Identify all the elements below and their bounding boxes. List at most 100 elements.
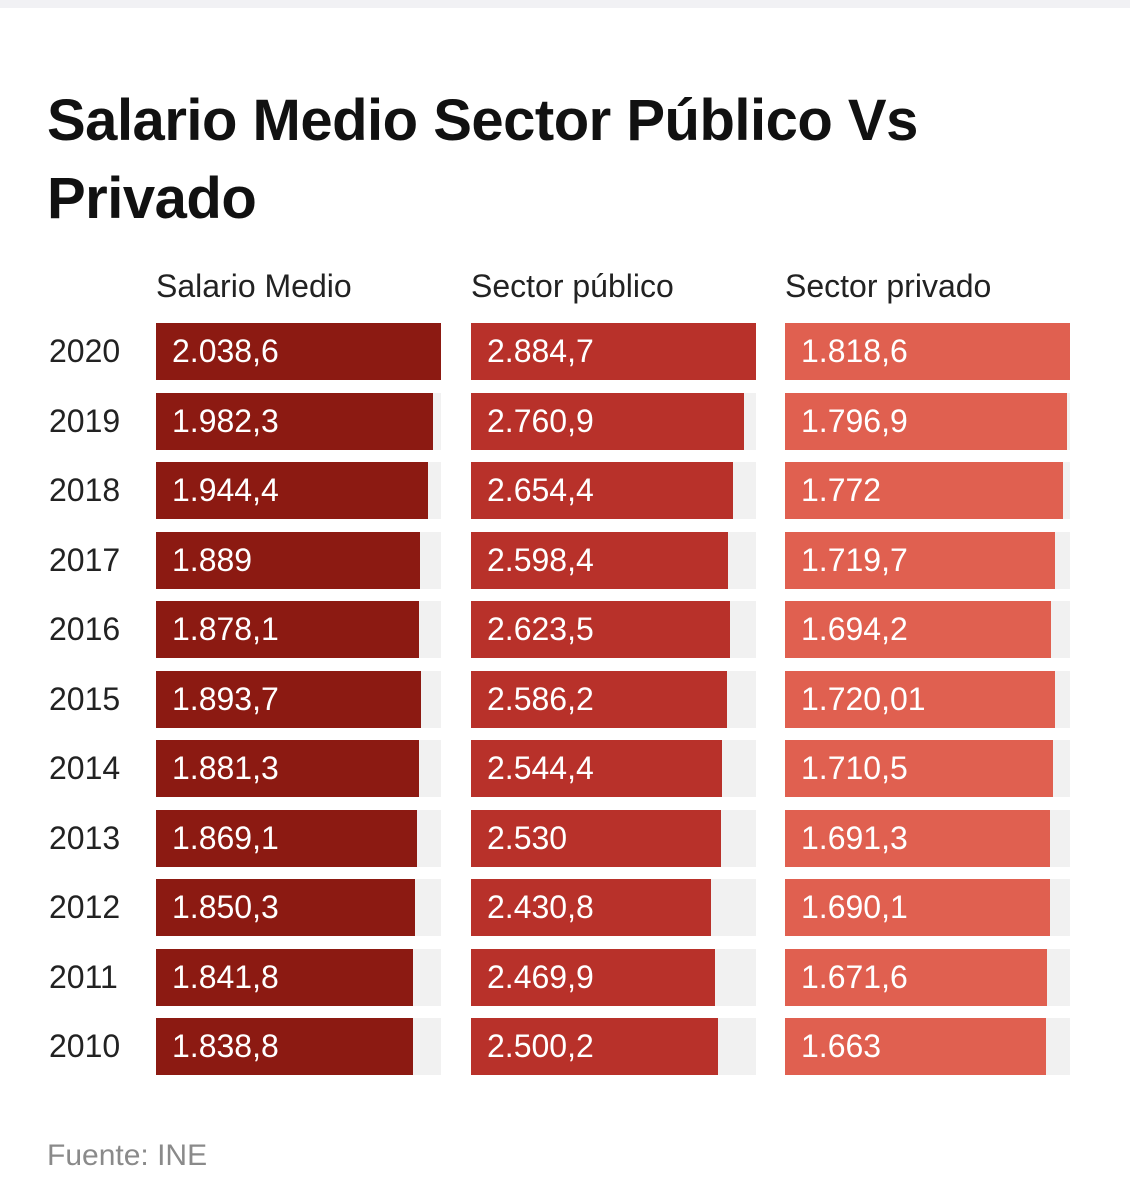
year-label: 2010	[49, 1028, 121, 1064]
bar-value-label: 1.878,1	[172, 611, 279, 647]
bar-track: 1.944,4	[156, 462, 441, 519]
bar-track: 2.760,9	[471, 393, 756, 450]
column-header-1: Sector público	[471, 268, 674, 304]
bar-0-2013: 1.869,1	[156, 810, 417, 867]
bar-track: 1.691,3	[785, 810, 1070, 867]
bar-1-2020: 2.884,7	[471, 323, 756, 380]
bar-value-label: 2.469,9	[487, 959, 594, 995]
bar-value-label: 1.893,7	[172, 681, 279, 717]
bar-track: 2.586,2	[471, 671, 756, 728]
bar-track: 2.430,8	[471, 879, 756, 936]
bar-1-2011: 2.469,9	[471, 949, 715, 1006]
bar-value-label: 2.760,9	[487, 403, 594, 439]
bar-1-2010: 2.500,2	[471, 1018, 718, 1075]
chart-title: Salario Medio Sector Público Vs Privado	[47, 88, 918, 231]
bar-0-2010: 1.838,8	[156, 1018, 413, 1075]
bar-value-label: 2.586,2	[487, 681, 594, 717]
year-label: 2011	[49, 959, 118, 995]
bar-value-label: 2.654,4	[487, 472, 594, 508]
bar-track: 1.869,1	[156, 810, 441, 867]
bar-2-2017: 1.719,7	[785, 532, 1055, 589]
bar-2-2018: 1.772	[785, 462, 1063, 519]
bar-track: 1.850,3	[156, 879, 441, 936]
bar-track: 2.038,6	[156, 323, 441, 380]
bar-value-label: 1.841,8	[172, 959, 279, 995]
bar-track: 1.720,01	[785, 671, 1070, 728]
bar-1-2015: 2.586,2	[471, 671, 727, 728]
bar-2-2019: 1.796,9	[785, 393, 1067, 450]
bar-value-label: 2.430,8	[487, 889, 594, 925]
year-label: 2015	[49, 681, 121, 717]
bar-value-label: 1.982,3	[172, 403, 279, 439]
bar-track: 1.719,7	[785, 532, 1070, 589]
bar-value-label: 2.530	[487, 820, 568, 856]
bar-2-2013: 1.691,3	[785, 810, 1050, 867]
year-label: 2013	[49, 820, 121, 856]
bar-value-label: 1.889	[172, 542, 253, 578]
bar-track: 1.772	[785, 462, 1070, 519]
bar-1-2019: 2.760,9	[471, 393, 744, 450]
bar-track: 2.623,5	[471, 601, 756, 658]
bar-2-2010: 1.663	[785, 1018, 1046, 1075]
bar-track: 1.818,6	[785, 323, 1070, 380]
bar-0-2019: 1.982,3	[156, 393, 433, 450]
bar-value-label: 1.818,6	[801, 333, 908, 369]
bar-value-label: 1.710,5	[801, 750, 908, 786]
bar-track: 2.469,9	[471, 949, 756, 1006]
bar-0-2011: 1.841,8	[156, 949, 413, 1006]
bar-track: 1.690,1	[785, 879, 1070, 936]
bar-value-label: 1.944,4	[172, 472, 279, 508]
bar-track: 1.889	[156, 532, 441, 589]
year-label: 2020	[49, 333, 121, 369]
bar-value-label: 1.869,1	[172, 820, 279, 856]
year-label: 2017	[49, 542, 121, 578]
bar-value-label: 1.850,3	[172, 889, 279, 925]
bar-2-2016: 1.694,2	[785, 601, 1051, 658]
bar-value-label: 1.690,1	[801, 889, 908, 925]
bar-value-label: 1.720,01	[801, 681, 926, 717]
bar-value-label: 1.694,2	[801, 611, 908, 647]
bar-track: 1.796,9	[785, 393, 1070, 450]
bar-value-label: 2.598,4	[487, 542, 594, 578]
column-header-0: Salario Medio	[156, 268, 352, 304]
bar-track: 1.881,3	[156, 740, 441, 797]
bar-value-label: 2.544,4	[487, 750, 594, 786]
bar-value-label: 1.719,7	[801, 542, 908, 578]
bar-0-2017: 1.889	[156, 532, 420, 589]
bar-value-label: 2.500,2	[487, 1028, 594, 1064]
bar-value-label: 1.838,8	[172, 1028, 279, 1064]
bar-2-2014: 1.710,5	[785, 740, 1053, 797]
bar-track: 1.841,8	[156, 949, 441, 1006]
bar-track: 1.982,3	[156, 393, 441, 450]
bar-value-label: 2.623,5	[487, 611, 594, 647]
bar-2-2015: 1.720,01	[785, 671, 1055, 728]
bar-track: 2.500,2	[471, 1018, 756, 1075]
bar-0-2014: 1.881,3	[156, 740, 419, 797]
bar-value-label: 1.671,6	[801, 959, 908, 995]
bar-1-2018: 2.654,4	[471, 462, 733, 519]
bar-value-label: 1.772	[801, 472, 882, 508]
year-label: 2018	[49, 472, 121, 508]
bar-track: 1.710,5	[785, 740, 1070, 797]
bar-track: 1.878,1	[156, 601, 441, 658]
year-label: 2016	[49, 611, 121, 647]
bar-0-2012: 1.850,3	[156, 879, 415, 936]
bar-0-2016: 1.878,1	[156, 601, 419, 658]
bar-track: 1.893,7	[156, 671, 441, 728]
source-note: Fuente: INE	[47, 1139, 208, 1172]
bar-2-2020: 1.818,6	[785, 323, 1070, 380]
year-label: 2012	[49, 889, 121, 925]
bar-track: 1.671,6	[785, 949, 1070, 1006]
bar-track: 2.654,4	[471, 462, 756, 519]
bar-2-2011: 1.671,6	[785, 949, 1047, 1006]
bar-0-2018: 1.944,4	[156, 462, 428, 519]
bar-value-label: 1.663	[801, 1028, 882, 1064]
bar-1-2014: 2.544,4	[471, 740, 722, 797]
bar-0-2015: 1.893,7	[156, 671, 421, 728]
bar-1-2016: 2.623,5	[471, 601, 730, 658]
bar-value-label: 2.884,7	[487, 333, 594, 369]
bar-value-label: 1.796,9	[801, 403, 908, 439]
bar-1-2013: 2.530	[471, 810, 721, 867]
bar-0-2020: 2.038,6	[156, 323, 441, 380]
bar-track: 2.884,7	[471, 323, 756, 380]
